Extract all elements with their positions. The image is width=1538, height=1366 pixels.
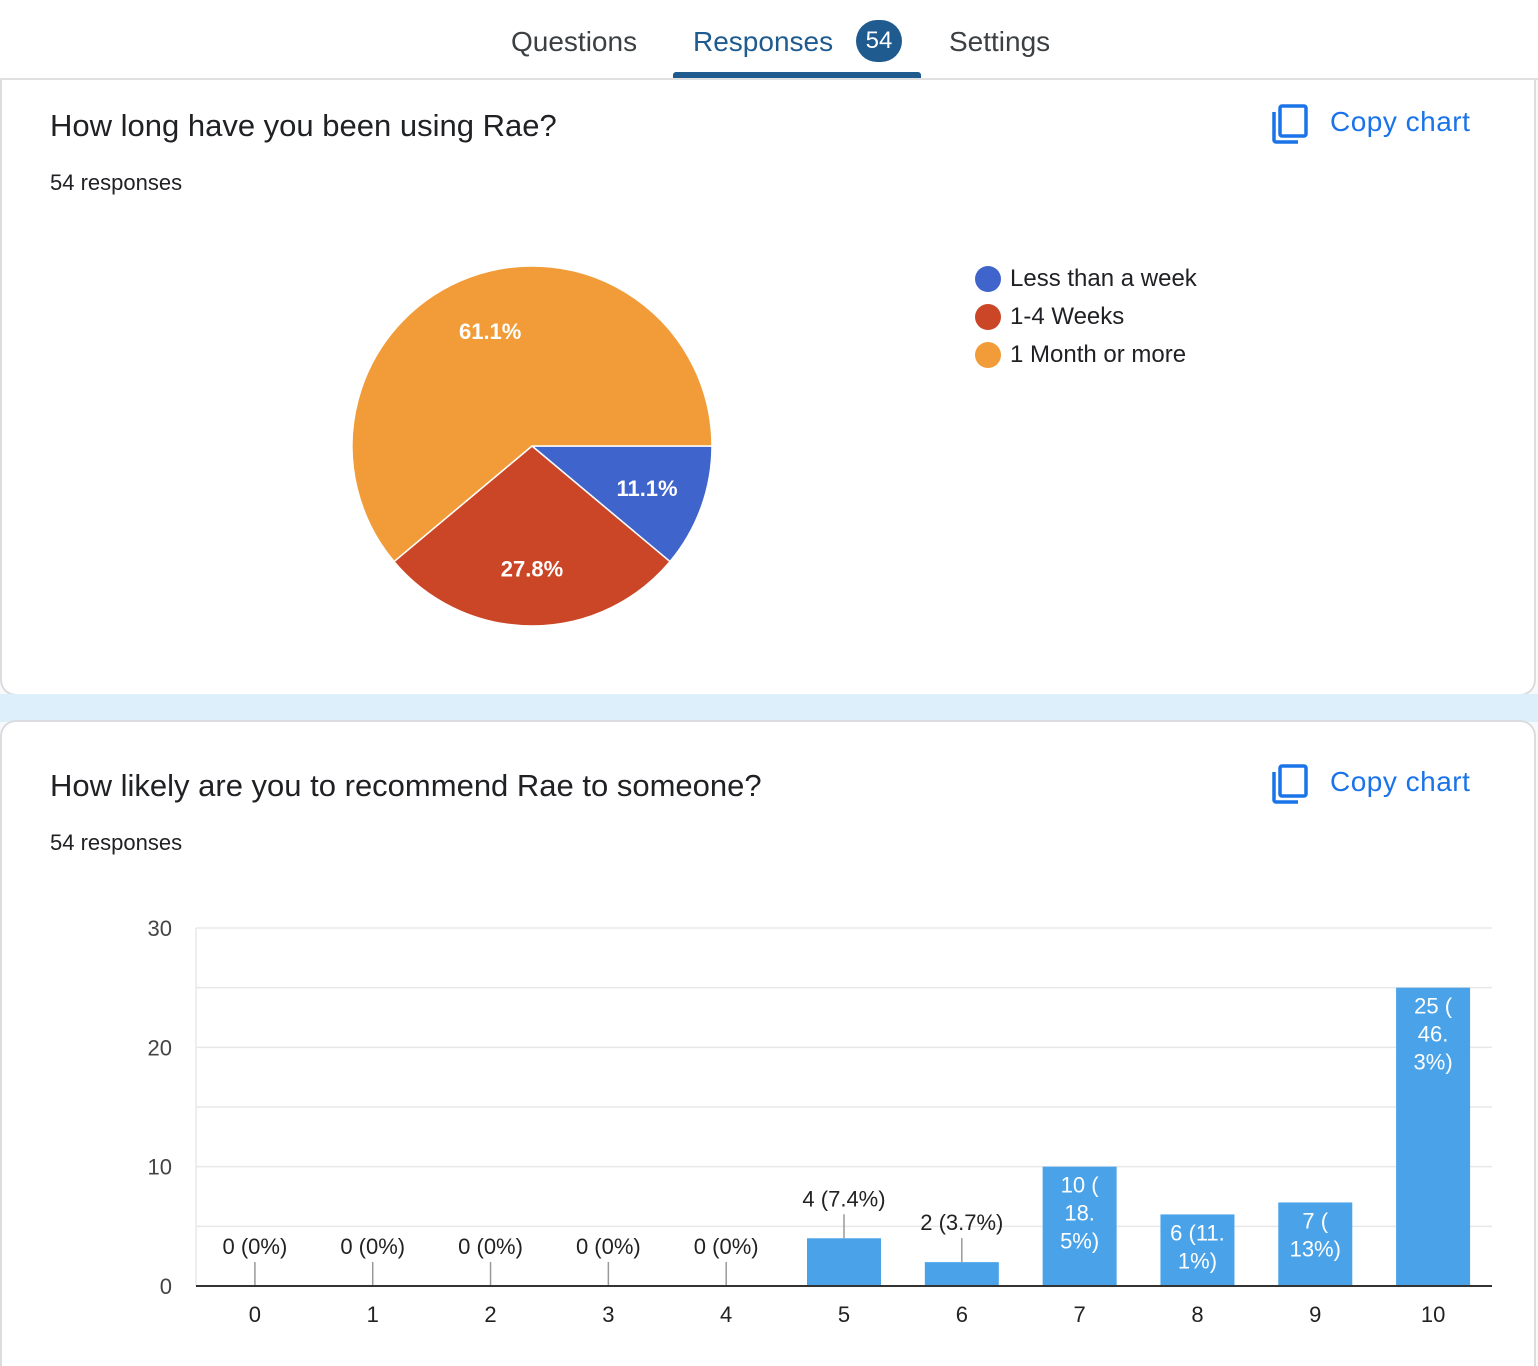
bar [1160,1214,1235,1286]
x-tick-label: 9 [1309,1302,1321,1327]
responses-count-badge: 54 [856,20,902,62]
x-tick-label: 0 [249,1302,261,1327]
pie-slice [351,265,713,563]
pie-slice-label: 27.8% [501,556,563,581]
bar-data-label: 25 ( [1414,994,1453,1019]
y-tick-label: 10 [148,1155,172,1180]
bar-data-label: 10 ( [1061,1173,1100,1198]
card-separator [0,694,1538,722]
bar-data-label: 1%) [1178,1248,1217,1273]
bar [1042,1166,1117,1286]
legend-label: 1-4 Weeks [1010,303,1125,330]
bar-data-label: 0 (0%) [223,1234,288,1259]
pie-slice-label: 61.1% [459,319,521,344]
x-tick-label: 2 [484,1302,496,1327]
copy-icon [1272,764,1308,804]
tab-questions[interactable]: Questions [511,26,638,57]
copy-chart-label: Copy chart [1330,106,1471,137]
bar [1396,987,1471,1286]
pie-chart: 11.1% 27.8% 61.1% [351,265,713,627]
bar-data-label: 6 (11. [1170,1220,1225,1245]
copy-icon [1272,104,1308,144]
bar-data-label: 0 (0%) [340,1234,405,1259]
bar [807,1238,881,1286]
x-tick-label: 7 [1074,1302,1086,1327]
bar-chart: 0 10 20 30 0 (0%) 0 0 (0%) 1 0 (0%) 2 0 (0%) 3 0 (0%… [148,916,1492,1327]
question-card-usage-duration: How long have you been using Rae? 54 res… [0,80,1536,696]
y-tick-label: 0 [160,1274,172,1299]
bar-data-label: 0 (0%) [458,1234,523,1259]
bar-data-label: 0 (0%) [694,1234,759,1259]
bar [1278,1202,1353,1286]
pie-slice-label: 11.1% [616,476,677,501]
x-tick-label: 8 [1191,1302,1203,1327]
x-tick-label: 4 [720,1302,732,1327]
y-tick-label: 20 [148,1035,172,1060]
question-title: How long have you been using Rae? [50,108,557,143]
x-tick-label: 5 [838,1302,850,1327]
legend-label: 1 Month or more [1010,341,1187,368]
tab-responses[interactable]: Responses [693,26,834,57]
response-count: 54 responses [50,170,183,195]
bar-data-label: 5%) [1060,1229,1099,1254]
tab-settings[interactable]: Settings [949,26,1051,57]
legend-swatch [975,304,1001,330]
x-tick-label: 6 [956,1302,968,1327]
bar-data-label: 0 (0%) [576,1234,641,1259]
bar [924,1262,999,1286]
copy-chart-label: Copy chart [1330,766,1471,797]
pie-slice [529,445,713,563]
legend-swatch [975,342,1001,368]
bar-data-label: 2 (3.7%) [920,1210,1003,1235]
legend-label: Less than a week [1010,265,1197,292]
copy-chart-button[interactable]: Copy chart [1270,98,1510,148]
bar-data-label: 7 ( [1302,1208,1328,1233]
x-tick-label: 3 [602,1302,614,1327]
copy-chart-button[interactable]: Copy chart [1270,758,1510,808]
x-tick-label: 10 [1421,1302,1445,1327]
question-title: How likely are you to recommend Rae to s… [50,768,762,803]
y-tick-label: 30 [148,916,172,941]
response-count: 54 responses [50,830,183,855]
question-card-recommend-likelihood: How likely are you to recommend Rae to s… [0,720,1536,1366]
bar-data-label: 18. [1064,1201,1095,1226]
bar-data-label: 13%) [1290,1236,1341,1261]
bar-data-label: 46. [1418,1022,1449,1047]
x-tick-label: 1 [367,1302,379,1327]
bar-data-label: 4 (7.4%) [802,1186,885,1211]
bar-data-label: 3%) [1414,1050,1453,1075]
pie-slice [392,445,672,627]
active-tab-indicator [673,72,921,78]
legend-swatch [975,266,1001,292]
top-tab-bar: Questions Responses 54 Settings [0,0,1538,80]
